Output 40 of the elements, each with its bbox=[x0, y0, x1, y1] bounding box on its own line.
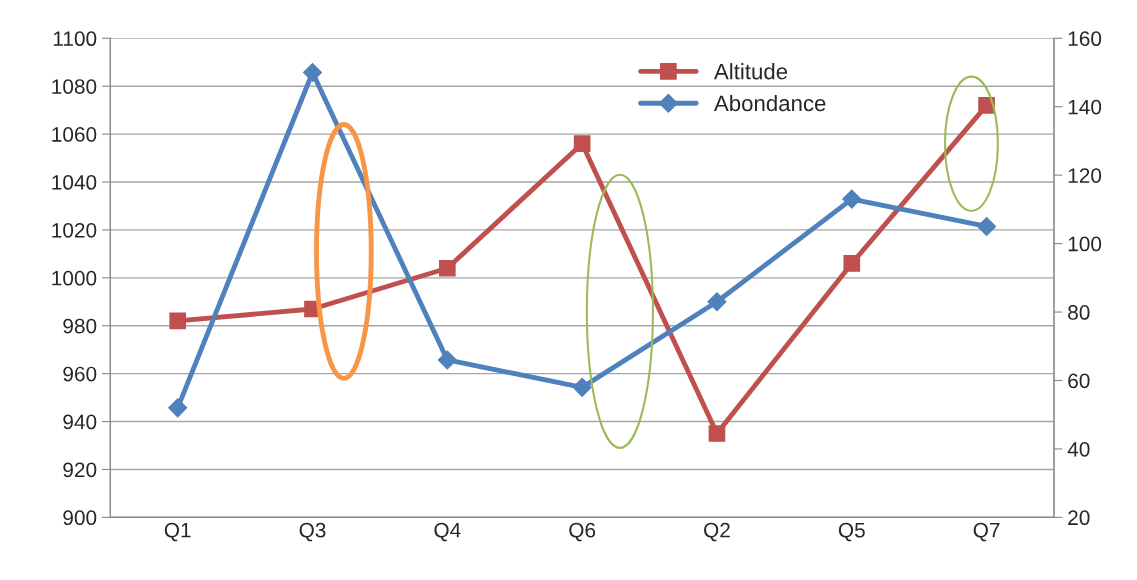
x-tick-label: Q2 bbox=[704, 522, 730, 542]
y2-tick-label: 100 bbox=[1068, 236, 1102, 252]
y-tick-label: 1020 bbox=[52, 222, 97, 238]
point bbox=[707, 292, 727, 312]
y-tick-label: 920 bbox=[63, 462, 97, 478]
point bbox=[843, 255, 861, 272]
y-tick-label: 940 bbox=[63, 414, 97, 430]
y-tick-label: 980 bbox=[63, 318, 97, 334]
point bbox=[438, 259, 456, 277]
point bbox=[842, 189, 862, 209]
x-tick-label: Q6 bbox=[569, 522, 596, 542]
point bbox=[168, 398, 188, 418]
point bbox=[572, 377, 592, 397]
y-tick-label: 1040 bbox=[52, 175, 97, 190]
y2-tick-label: 160 bbox=[1068, 31, 1102, 47]
x-tick-label: Q1 bbox=[164, 522, 191, 542]
y-tick-label: 1060 bbox=[52, 127, 97, 142]
x-tick-label: Q3 bbox=[299, 522, 326, 542]
point bbox=[708, 425, 726, 442]
y2-tick-label: 40 bbox=[1067, 441, 1090, 457]
legend-label: Abondance bbox=[713, 94, 826, 112]
y2-tick-label: 20 bbox=[1068, 510, 1090, 526]
y-tick-label: 1000 bbox=[52, 270, 97, 286]
x-tick-label: Q5 bbox=[838, 522, 865, 542]
y-tick-label: 960 bbox=[63, 366, 97, 382]
y-tick-label: 1080 bbox=[52, 79, 97, 94]
legend-label: Altitude bbox=[713, 63, 788, 80]
y2-tick-label: 80 bbox=[1068, 305, 1090, 320]
point bbox=[977, 216, 997, 237]
x-tick-label: Q7 bbox=[973, 522, 1000, 542]
point bbox=[573, 135, 591, 153]
y2-tick-label: 120 bbox=[1068, 168, 1102, 183]
y-tick-label: 900 bbox=[63, 510, 97, 526]
y2-tick-label: 60 bbox=[1068, 373, 1090, 389]
point bbox=[169, 312, 187, 330]
x-tick-label: Q4 bbox=[434, 522, 461, 542]
y-tick-label: 1100 bbox=[53, 31, 97, 47]
point bbox=[437, 350, 457, 370]
y2-tick-label: 140 bbox=[1068, 99, 1102, 115]
point bbox=[302, 62, 323, 83]
